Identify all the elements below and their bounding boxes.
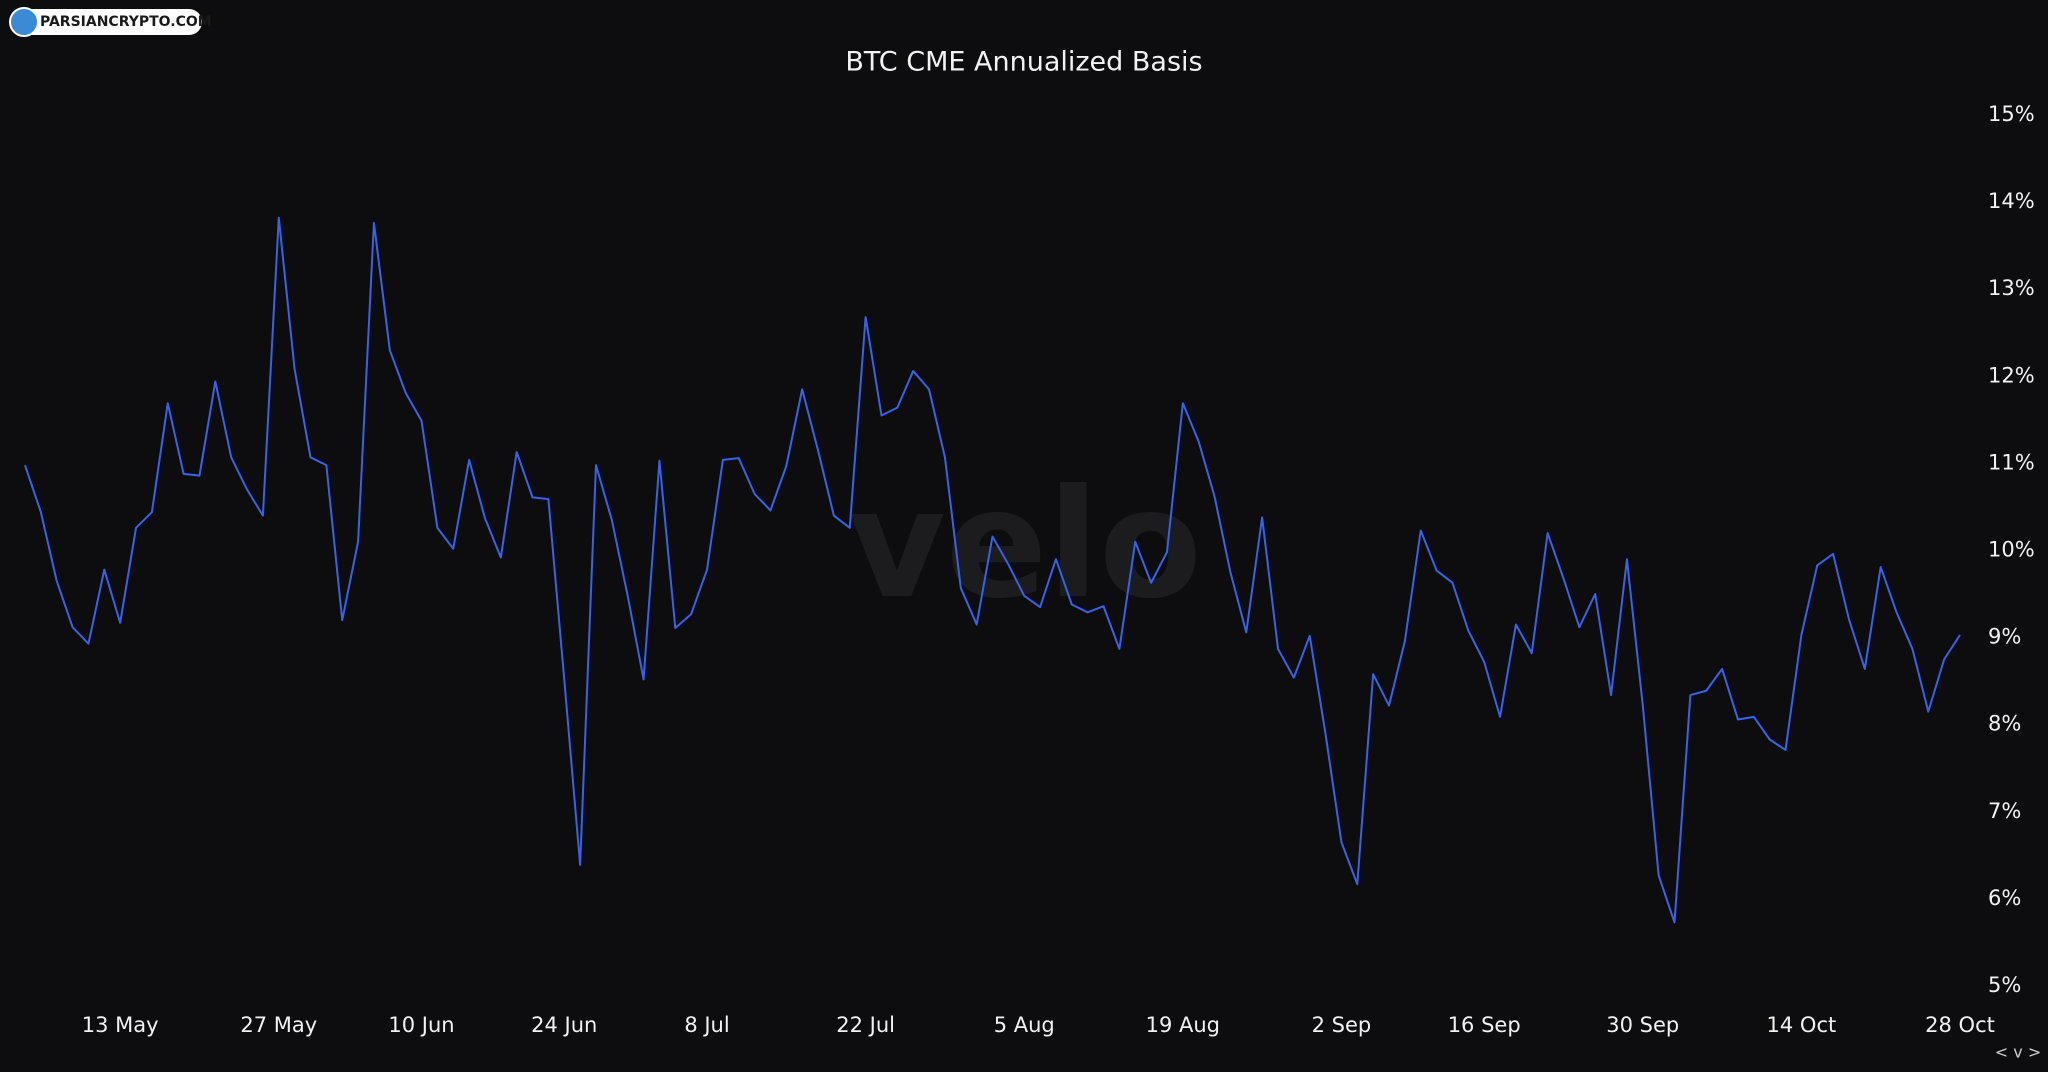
- y-tick-label: 8%: [1988, 712, 2021, 736]
- logo: PARSIANCRYPTO.COM: [9, 7, 212, 37]
- x-tick-label: 24 Jun: [531, 1013, 597, 1037]
- logo-badge: [10, 9, 202, 35]
- y-tick-label: 12%: [1988, 363, 2035, 387]
- y-tick-label: 9%: [1988, 625, 2021, 649]
- x-tick-label: 28 Oct: [1925, 1013, 1995, 1037]
- y-tick-label: 14%: [1988, 189, 2035, 213]
- x-tick-label: 8 Jul: [684, 1013, 729, 1037]
- watermark: velo: [848, 458, 1202, 632]
- x-tick-label: 16 Sep: [1448, 1013, 1521, 1037]
- y-tick-label: 11%: [1988, 450, 2035, 474]
- x-tick-label: 14 Oct: [1767, 1013, 1837, 1037]
- y-tick-label: 15%: [1988, 102, 2035, 126]
- y-tick-label: 5%: [1988, 973, 2021, 997]
- x-tick-label: 19 Aug: [1146, 1013, 1220, 1037]
- logo-text: PARSIANCRYPTO.COM: [40, 14, 212, 30]
- x-tick-label: 10 Jun: [388, 1013, 454, 1037]
- y-tick-label: 6%: [1988, 886, 2021, 910]
- y-tick-label: 10%: [1988, 538, 2035, 562]
- y-tick-label: 7%: [1988, 799, 2021, 823]
- nav-controls[interactable]: < v >: [1995, 1043, 2041, 1062]
- line: [24, 216, 1961, 924]
- x-tick-label: 30 Sep: [1606, 1013, 1679, 1037]
- chart-title: BTC CME Annualized Basis: [845, 47, 1202, 78]
- x-tick-label: 22 Jul: [836, 1013, 895, 1037]
- logo-icon: [9, 7, 39, 37]
- x-tick-label: 13 May: [82, 1013, 159, 1037]
- y-tick-label: 13%: [1988, 276, 2035, 300]
- x-tick-label: 27 May: [240, 1013, 317, 1037]
- x-tick-label: 2 Sep: [1312, 1013, 1372, 1037]
- x-tick-label: 5 Aug: [994, 1013, 1055, 1037]
